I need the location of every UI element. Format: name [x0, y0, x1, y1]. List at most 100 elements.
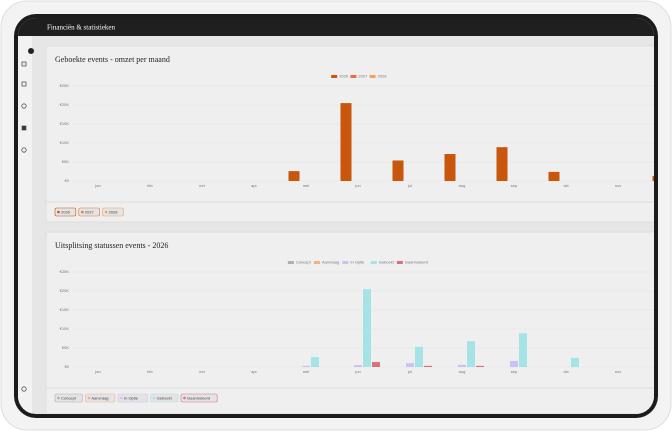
x-tick-label: okt — [563, 183, 569, 188]
chip-dot — [183, 396, 186, 400]
x-tick-label: jun — [354, 369, 360, 374]
bar — [571, 357, 579, 367]
header-bar — [18, 18, 654, 36]
bar — [311, 357, 319, 367]
screen: Financiën & statistieken Geboekte events… — [18, 18, 654, 414]
sidebar-toggle[interactable] — [28, 48, 34, 54]
filter-chip[interactable] — [180, 393, 218, 403]
header-title: Financiën & statistieken — [47, 24, 116, 32]
filter-chip[interactable] — [150, 393, 179, 403]
filter-chip[interactable] — [102, 207, 124, 217]
chip-dot — [57, 396, 60, 400]
bar — [288, 171, 300, 181]
legend-label: Concept — [296, 260, 312, 265]
bar — [652, 176, 654, 181]
chip-label: Aanvraag — [91, 395, 108, 400]
filter-chip[interactable] — [54, 393, 83, 403]
filter-chip[interactable] — [117, 393, 148, 403]
nav-icon[interactable] — [21, 103, 27, 109]
chip-dot — [87, 396, 91, 400]
y-tick-label: €0 — [65, 364, 70, 369]
y-tick-label: €20K — [60, 102, 70, 107]
legend-swatch — [287, 261, 294, 264]
bar — [406, 363, 414, 367]
y-tick-label: €15K — [60, 121, 70, 126]
x-tick-label: aug — [459, 369, 466, 374]
legend-label: In Optie — [350, 260, 365, 265]
nav-icon[interactable] — [21, 125, 27, 131]
chip-label: 2027 — [85, 209, 95, 214]
sidebar — [18, 36, 32, 414]
bar — [424, 365, 432, 367]
chip-dot — [152, 396, 156, 400]
chip-label: Concept — [61, 395, 77, 400]
legend-label: Geboekt — [379, 260, 395, 265]
x-tick-label: mrt — [199, 183, 206, 188]
bar — [302, 365, 310, 367]
y-tick-label: €25K — [60, 83, 70, 88]
legend-swatch — [369, 75, 376, 78]
x-tick-label: feb — [147, 183, 153, 188]
y-tick-label: €15K — [60, 307, 70, 312]
bar — [363, 289, 371, 367]
chart-title: Uitsplitsing statussen events - 2026 — [55, 241, 168, 250]
chip-label: In Optie — [124, 395, 139, 400]
bar — [510, 360, 518, 367]
x-tick-label: okt — [563, 369, 569, 374]
chip-dot — [104, 210, 108, 214]
chip-label: Geannuleerd — [187, 395, 210, 400]
bar — [467, 341, 475, 367]
bar — [392, 160, 404, 181]
x-tick-label: mrt — [199, 369, 206, 374]
y-tick-label: €0 — [65, 178, 70, 183]
chip-dot — [57, 210, 60, 214]
bar — [496, 147, 508, 181]
y-tick-label: €25K — [60, 269, 70, 274]
legend-swatch — [331, 75, 338, 78]
x-tick-label: apr — [251, 183, 257, 188]
chip-dot — [120, 396, 123, 400]
filter-chip[interactable] — [54, 207, 77, 217]
bar — [354, 365, 362, 367]
x-tick-label: jun — [354, 183, 360, 188]
chip-label: 2028 — [109, 209, 119, 214]
bar — [444, 154, 456, 181]
legend-label: Geannuleerd — [405, 260, 428, 265]
x-tick-label: jan — [94, 369, 100, 374]
x-tick-label: jul — [407, 183, 412, 188]
bar — [519, 333, 527, 367]
nav-icon[interactable] — [21, 61, 27, 67]
legend-label: 2028 — [378, 74, 388, 79]
card — [45, 45, 654, 223]
chip-label: Geboekt — [157, 395, 173, 400]
y-tick-label: €5K — [62, 345, 69, 350]
legend-label: Aanvraag — [322, 260, 339, 265]
legend-label: 2026 — [339, 74, 349, 79]
y-tick-label: €10K — [60, 326, 70, 331]
nav-icon[interactable] — [21, 81, 27, 87]
x-tick-label: aug — [459, 183, 466, 188]
x-tick-label: feb — [147, 369, 153, 374]
bar — [476, 365, 484, 367]
bar — [340, 103, 352, 181]
filter-chip[interactable] — [85, 393, 116, 403]
x-tick-label: apr — [251, 369, 257, 374]
bar — [415, 346, 423, 367]
bar — [548, 171, 560, 181]
x-tick-label: nov — [615, 369, 621, 374]
legend-swatch — [396, 261, 403, 264]
nav-icon[interactable] — [21, 386, 27, 392]
x-tick-label: jul — [407, 369, 412, 374]
y-tick-label: €20K — [60, 288, 70, 293]
nav-icon[interactable] — [21, 147, 27, 153]
bar — [458, 364, 466, 367]
y-tick-label: €10K — [60, 140, 70, 145]
x-tick-label: sep — [511, 369, 518, 374]
x-tick-label: mei — [303, 369, 310, 374]
y-tick-label: €5K — [62, 159, 69, 164]
filter-chip[interactable] — [78, 207, 100, 217]
chip-label: 2026 — [61, 209, 71, 214]
x-tick-label: nov — [615, 183, 621, 188]
x-tick-label: mei — [303, 183, 310, 188]
